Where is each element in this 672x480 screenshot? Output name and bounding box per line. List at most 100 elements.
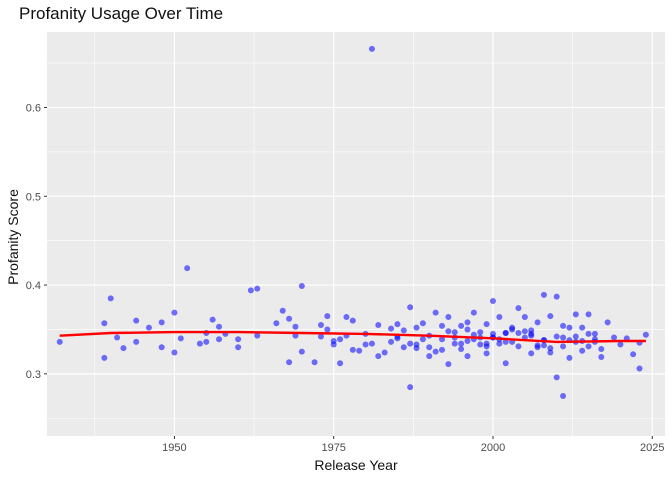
data-point bbox=[598, 345, 605, 352]
data-point bbox=[419, 336, 426, 343]
points-layer bbox=[56, 45, 649, 400]
data-point bbox=[534, 319, 541, 326]
data-point bbox=[407, 304, 414, 311]
data-point bbox=[292, 332, 299, 339]
x-tick-label: 2000 bbox=[481, 442, 505, 454]
data-point bbox=[413, 324, 420, 331]
data-point bbox=[286, 315, 293, 322]
data-point bbox=[477, 329, 484, 336]
data-point bbox=[502, 338, 509, 345]
data-point bbox=[585, 311, 592, 318]
data-point bbox=[483, 343, 490, 350]
data-point bbox=[356, 347, 363, 354]
y-tick-label: 0.5 bbox=[26, 191, 41, 203]
data-point bbox=[101, 354, 108, 361]
data-point bbox=[388, 338, 395, 345]
data-point bbox=[247, 287, 254, 294]
data-point bbox=[515, 343, 522, 350]
data-point bbox=[528, 327, 535, 334]
data-point bbox=[439, 322, 446, 329]
data-point bbox=[496, 340, 503, 347]
data-point bbox=[158, 319, 165, 326]
data-point bbox=[528, 332, 535, 339]
data-point bbox=[617, 341, 624, 348]
data-point bbox=[464, 337, 471, 344]
data-point bbox=[585, 343, 592, 350]
data-point bbox=[216, 323, 223, 330]
data-point bbox=[579, 347, 586, 354]
data-point bbox=[604, 319, 611, 326]
data-point bbox=[509, 326, 516, 333]
data-point bbox=[515, 330, 522, 337]
data-point bbox=[235, 336, 242, 343]
data-point bbox=[349, 346, 356, 353]
data-point bbox=[426, 353, 433, 360]
data-point bbox=[560, 343, 567, 350]
data-point bbox=[203, 338, 210, 345]
data-point bbox=[445, 314, 452, 321]
data-point bbox=[572, 311, 579, 318]
grid-lines bbox=[47, 32, 665, 436]
data-point bbox=[298, 348, 305, 355]
data-point bbox=[413, 341, 420, 348]
data-point bbox=[464, 319, 471, 326]
data-point bbox=[133, 317, 140, 324]
data-point bbox=[107, 295, 114, 302]
data-point bbox=[343, 314, 350, 321]
data-point bbox=[534, 344, 541, 351]
data-point bbox=[368, 45, 375, 52]
data-point bbox=[317, 333, 324, 340]
data-point bbox=[407, 340, 414, 347]
trend-line-layer bbox=[59, 330, 646, 344]
data-point bbox=[496, 314, 503, 321]
data-point bbox=[540, 342, 547, 349]
x-tick-label: 1975 bbox=[321, 442, 345, 454]
data-point bbox=[439, 346, 446, 353]
data-point bbox=[375, 322, 382, 329]
plot-panel bbox=[47, 32, 665, 436]
data-point bbox=[553, 374, 560, 381]
data-point bbox=[489, 298, 496, 305]
data-point bbox=[636, 365, 643, 372]
trend-line bbox=[59, 330, 646, 344]
data-point bbox=[521, 328, 528, 335]
data-point bbox=[464, 326, 471, 333]
y-axis-label: Profanity Score bbox=[5, 189, 21, 285]
data-point bbox=[521, 314, 528, 321]
data-point bbox=[324, 313, 331, 320]
data-point bbox=[458, 340, 465, 347]
data-point bbox=[279, 307, 286, 314]
data-point bbox=[439, 336, 446, 343]
data-point bbox=[553, 333, 560, 340]
data-point bbox=[566, 324, 573, 331]
data-point bbox=[483, 350, 490, 357]
data-point bbox=[560, 334, 567, 341]
data-point bbox=[145, 324, 152, 331]
data-point bbox=[585, 330, 592, 337]
data-point bbox=[572, 333, 579, 340]
y-tick-label: 0.3 bbox=[26, 369, 41, 381]
data-point bbox=[553, 293, 560, 300]
data-point bbox=[375, 353, 382, 360]
chart-title: Profanity Usage Over Time bbox=[19, 4, 224, 23]
data-point bbox=[432, 348, 439, 355]
data-point bbox=[394, 335, 401, 342]
data-point bbox=[114, 334, 121, 341]
data-point bbox=[216, 336, 223, 343]
data-point bbox=[337, 336, 344, 343]
data-point bbox=[254, 285, 261, 292]
data-point bbox=[394, 321, 401, 328]
data-point bbox=[101, 320, 108, 327]
data-point bbox=[528, 350, 535, 357]
data-point bbox=[254, 332, 261, 339]
data-point bbox=[324, 326, 331, 333]
data-point bbox=[177, 335, 184, 342]
data-point bbox=[286, 359, 293, 366]
data-point bbox=[196, 340, 203, 347]
data-point bbox=[209, 316, 216, 323]
data-point bbox=[184, 265, 191, 272]
data-point bbox=[133, 338, 140, 345]
data-point bbox=[515, 305, 522, 312]
data-point bbox=[611, 334, 618, 341]
data-point bbox=[407, 384, 414, 391]
